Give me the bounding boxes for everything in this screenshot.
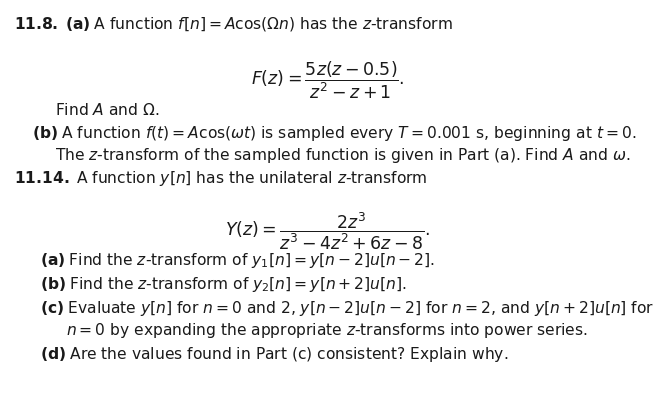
Text: $F(z) = \dfrac{5z(z-0.5)}{z^2 - z + 1}.$: $F(z) = \dfrac{5z(z-0.5)}{z^2 - z + 1}.$ (251, 59, 404, 100)
Text: $Y(z) = \dfrac{2z^3}{z^3 - 4z^2 + 6z - 8}.$: $Y(z) = \dfrac{2z^3}{z^3 - 4z^2 + 6z - 8… (225, 210, 430, 251)
Text: The $z$-transform of the sampled function is given in Part (a). Find $A$ and $\o: The $z$-transform of the sampled functio… (55, 146, 630, 164)
Text: $\mathbf{(a)}\;$Find the $z$-transform of $y_1[n] = y[n-2]u[n-2]$.: $\mathbf{(a)}\;$Find the $z$-transform o… (40, 251, 435, 270)
Text: $\mathbf{11.14.}\;$A function $y[n]$ has the unilateral $z$-transform: $\mathbf{11.14.}\;$A function $y[n]$ has… (14, 168, 428, 187)
Text: $n = 0$ by expanding the appropriate $z$-transforms into power series.: $n = 0$ by expanding the appropriate $z$… (66, 320, 588, 339)
Text: $\mathbf{(b)}\;$A function $f(t) = A\cos(\omega t)$ is sampled every $T = 0.001$: $\mathbf{(b)}\;$A function $f(t) = A\cos… (32, 124, 637, 143)
Text: $\mathbf{(b)}\;$Find the $z$-transform of $y_2[n] = y[n+2]u[n]$.: $\mathbf{(b)}\;$Find the $z$-transform o… (40, 274, 407, 294)
Text: $\mathbf{(d)}\;$Are the values found in Part (c) consistent? Explain why.: $\mathbf{(d)}\;$Are the values found in … (40, 344, 508, 363)
Text: $\mathbf{(c)}\;$Evaluate $y[n]$ for $n = 0$ and 2, $y[n-2]u[n-2]$ for $n = 2$, a: $\mathbf{(c)}\;$Evaluate $y[n]$ for $n =… (40, 298, 654, 317)
Text: $\mathbf{11.8.}\;\mathbf{(a)}\;$A function $f[n] = A\cos(\Omega n)$ has the $z$-: $\mathbf{11.8.}\;\mathbf{(a)}\;$A functi… (14, 15, 453, 33)
Text: Find $A$ and $\Omega$.: Find $A$ and $\Omega$. (55, 101, 159, 117)
